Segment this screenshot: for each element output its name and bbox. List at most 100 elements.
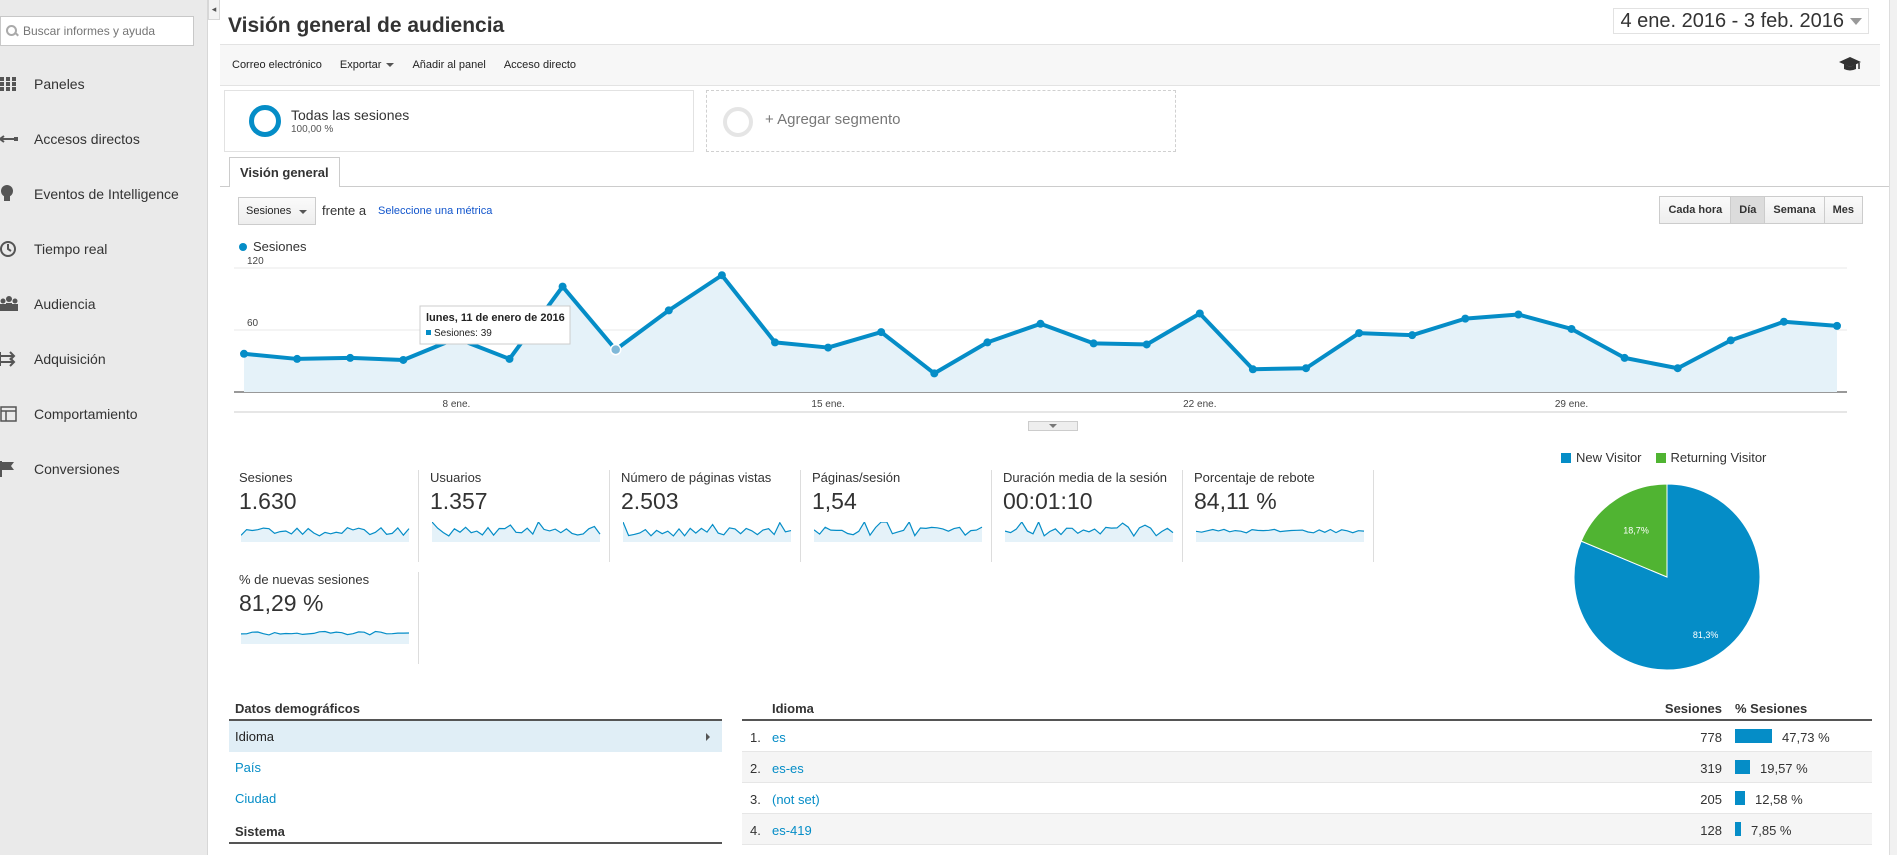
demographics-item-idioma[interactable]: Idioma [229, 721, 722, 752]
data-point[interactable] [1408, 331, 1417, 340]
data-point[interactable] [1036, 319, 1045, 328]
data-point[interactable] [1461, 314, 1470, 323]
data-point[interactable] [717, 271, 726, 280]
tooltip-date: lunes, 11 de enero de 2016 [426, 312, 565, 324]
granularity-week-button[interactable]: Semana [1764, 197, 1824, 223]
granularity-month-button[interactable]: Mes [1823, 197, 1862, 223]
language-link[interactable]: es [772, 730, 786, 745]
metric-sparkline [1196, 528, 1365, 542]
sidebar: Paneles Accesos directos Eventos de Inte… [0, 0, 208, 855]
granularity-day-button[interactable]: Día [1730, 197, 1765, 223]
system-header: Sistema [229, 820, 722, 844]
data-point[interactable] [558, 282, 567, 291]
data-point[interactable] [609, 343, 622, 356]
metric-sparkline [432, 522, 601, 542]
table-row: 2. es-es 319 19,57 % [742, 752, 1872, 783]
caret-down-icon [1049, 424, 1057, 428]
page-scrollbar[interactable] [1889, 0, 1897, 855]
metric-select-value: Sesiones [246, 205, 292, 217]
data-point[interactable] [505, 354, 514, 363]
sidebar-item-audiencia[interactable]: Audiencia [0, 288, 208, 320]
add-to-panel-button[interactable]: Añadir al panel [412, 59, 486, 71]
data-point[interactable] [1355, 329, 1364, 338]
data-point[interactable] [293, 354, 302, 363]
export-label: Exportar [339, 59, 382, 71]
data-point[interactable] [240, 349, 248, 358]
search-box[interactable] [0, 16, 194, 46]
pie-slice-returning-visitor[interactable] [1580, 483, 1668, 578]
demographics-item-ciudad[interactable]: Ciudad [229, 783, 722, 814]
metric-label: Usuarios [430, 470, 482, 485]
metric-paginas-sesion: Páginas/sesión 1,54 [812, 470, 992, 562]
sidebar-item-conversiones[interactable]: Conversiones [0, 453, 208, 485]
metric-value: 1.357 [430, 488, 488, 514]
pct-value: 12,58 % [1755, 792, 1803, 807]
date-range-picker[interactable]: 4 ene. 2016 - 3 feb. 2016 [1613, 8, 1869, 34]
sidebar-item-paneles[interactable]: Paneles [0, 68, 208, 100]
metric-sparkline [623, 522, 792, 542]
metric-value: 1,54 [812, 488, 857, 514]
sidebar-item-label: Paneles [34, 76, 85, 92]
data-point[interactable] [930, 369, 939, 378]
chart-resize-handle[interactable] [1028, 421, 1078, 431]
sessions-value: 778 [1700, 730, 1722, 745]
data-point[interactable] [346, 353, 355, 362]
row-index: 1. [750, 730, 761, 745]
demographics-item-label: Idioma [235, 729, 275, 744]
tab-overview[interactable]: Visión general [229, 157, 340, 187]
data-point[interactable] [1089, 339, 1098, 348]
segment-all-sessions[interactable]: Todas las sesiones 100,00 % [224, 90, 694, 152]
data-point[interactable] [664, 306, 673, 315]
language-link[interactable]: (not set) [772, 792, 820, 807]
granularity-hourly-button[interactable]: Cada hora [1660, 197, 1731, 223]
data-point[interactable] [1302, 364, 1310, 373]
segment-name: Todas las sesiones [291, 107, 410, 123]
metric-label: Páginas/sesión [812, 470, 901, 485]
demographics-panel: Datos demográficos Idioma País Ciudad Si… [229, 697, 722, 844]
sidebar-item-accesos[interactable]: Accesos directos [0, 123, 208, 155]
metric-value: 2.503 [621, 488, 679, 514]
data-point[interactable] [1142, 340, 1151, 349]
data-point[interactable] [1779, 317, 1788, 326]
language-link[interactable]: es-es [772, 761, 804, 776]
sparkline-area [432, 522, 600, 542]
shortcut-button[interactable]: Acceso directo [503, 59, 576, 71]
data-point[interactable] [1726, 336, 1735, 345]
sidebar-item-adquisicion[interactable]: Adquisición [0, 343, 208, 375]
sessions-chart: Sesiones 120 60 8 ene. 15 ene. 22 ene. 29 ene.… [220, 240, 1897, 440]
data-point[interactable] [399, 355, 408, 364]
data-point[interactable] [1620, 353, 1629, 362]
data-point[interactable] [1567, 324, 1576, 333]
data-point[interactable] [1514, 310, 1523, 319]
data-point[interactable] [824, 343, 833, 352]
export-button[interactable]: Exportar [340, 59, 395, 71]
sidebar-item-label: Tiempo real [34, 241, 108, 257]
tooltip-box [419, 305, 571, 345]
tab-divider [220, 186, 1897, 187]
data-point[interactable] [1673, 364, 1682, 373]
x-tick-label: 29 ene. [1555, 399, 1588, 410]
data-point[interactable] [1195, 309, 1204, 318]
data-point[interactable] [877, 328, 886, 337]
email-button[interactable]: Correo electrónico [232, 59, 322, 71]
add-segment-button[interactable]: + Agregar segmento [706, 90, 1176, 152]
demographics-item-pais[interactable]: País [229, 752, 722, 783]
sparkline-line [241, 630, 410, 636]
data-point[interactable] [771, 338, 779, 347]
pct-value: 47,73 % [1782, 730, 1830, 745]
data-point[interactable] [1833, 321, 1841, 330]
data-point[interactable] [983, 338, 992, 347]
sidebar-item-tiempo-real[interactable]: Tiempo real [0, 233, 208, 265]
sparkline-area [241, 631, 409, 644]
language-link[interactable]: es-419 [772, 823, 812, 838]
sidebar-item-label: Conversiones [34, 461, 120, 477]
sidebar-collapse-button[interactable]: ◂ [208, 0, 220, 20]
sidebar-item-intelligence[interactable]: Eventos de Intelligence [0, 178, 208, 210]
graduation-cap-icon[interactable] [1839, 56, 1861, 75]
sidebar-item-comportamiento[interactable]: Comportamiento [0, 398, 208, 430]
select-metric-link[interactable]: Seleccione una métrica [378, 205, 493, 217]
metric-select[interactable]: Sesiones [238, 197, 316, 225]
granularity-toggle: Cada hora Día Semana Mes [1659, 196, 1863, 224]
data-point[interactable] [1248, 365, 1257, 374]
search-input[interactable] [23, 24, 193, 38]
